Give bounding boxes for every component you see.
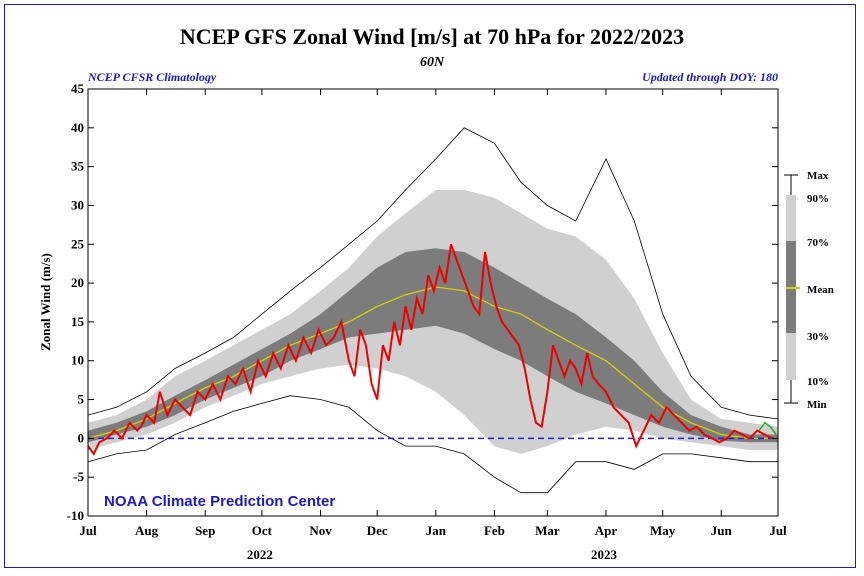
- year-label: 2023: [591, 547, 618, 562]
- year-label: 2022: [247, 547, 273, 562]
- y-tick-label: 15: [71, 314, 85, 329]
- chart-subtitle: 60N: [420, 55, 445, 70]
- year-labels: 2022 2023: [247, 547, 618, 562]
- forecast-line: [758, 421, 777, 435]
- x-tick-label: Apr: [595, 523, 618, 538]
- x-tick-label: May: [650, 523, 676, 538]
- x-tick-label: Jul: [769, 523, 787, 538]
- legend-p10-label: 10%: [807, 376, 829, 388]
- x-tick-label: Dec: [367, 523, 388, 538]
- min-line: [87, 395, 778, 494]
- updated-note: Updated through DOY: 180: [642, 70, 778, 84]
- y-tick-label: -5: [73, 469, 84, 484]
- x-tick-label: Mar: [535, 523, 560, 538]
- y-tick-label: 45: [71, 81, 85, 96]
- legend-min-label: Min: [807, 399, 827, 411]
- legend-p30-label: 30%: [807, 331, 829, 343]
- y-tick-label: 35: [71, 159, 85, 174]
- legend: Max 90% 70% Mean 30% 10% Min: [784, 170, 834, 411]
- y-axis-label: Zonal Wind (m/s): [38, 253, 53, 351]
- y-tick-label: 40: [71, 120, 84, 135]
- x-tick-label: Jun: [711, 523, 733, 538]
- plot-border: [87, 88, 779, 517]
- y-tick-label: 25: [71, 236, 85, 251]
- observed-line: [87, 243, 773, 456]
- max-line: [87, 127, 779, 420]
- legend-max-label: Max: [807, 170, 829, 182]
- x-tick-label: Feb: [484, 523, 505, 538]
- x-tick-label: Jul: [79, 523, 97, 538]
- x-tick-label: Sep: [195, 523, 215, 538]
- y-tick-label: -10: [67, 508, 84, 523]
- x-tick-label: Nov: [309, 523, 332, 538]
- climatology-note: NCEP CFSR Climatology: [87, 70, 217, 84]
- y-tick-label: 20: [71, 275, 84, 290]
- band-30-70: [88, 248, 778, 443]
- x-axis: Jul Aug Sep Oct Nov Dec Jan Feb Mar Apr May Jun Jul: [79, 89, 787, 538]
- legend-mean-label: Mean: [807, 284, 834, 296]
- y-axis: -10 -5 0 5 10 15 20 25 30 35 40 45: [67, 81, 778, 523]
- chart-title: NCEP GFS Zonal Wind [m/s] at 70 hPa for …: [180, 24, 684, 49]
- credit-text: NOAA Climate Prediction Center: [104, 493, 335, 510]
- chart-frame: [4, 4, 856, 568]
- y-tick-label: 30: [71, 197, 84, 212]
- y-tick-label: 5: [78, 392, 85, 407]
- x-tick-label: Jan: [426, 523, 447, 538]
- y-tick-label: 10: [71, 353, 84, 368]
- legend-p90-label: 90%: [807, 193, 829, 205]
- y-tick-label: 0: [78, 430, 85, 445]
- legend-p70-label: 70%: [807, 237, 829, 249]
- x-tick-label: Aug: [135, 523, 159, 538]
- x-tick-label: Oct: [252, 523, 273, 538]
